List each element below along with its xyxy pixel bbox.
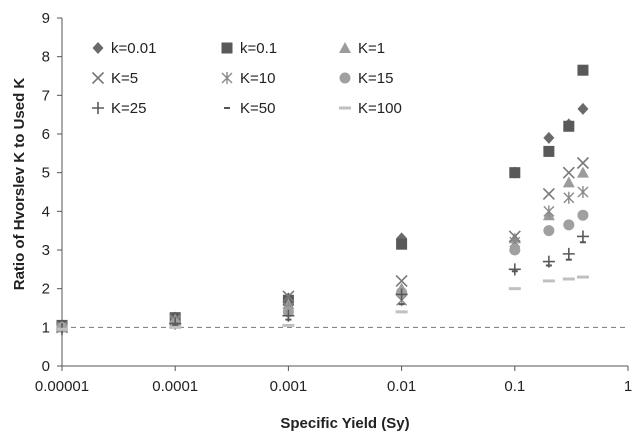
data-point [542,187,555,200]
data-point [562,247,575,260]
legend-item: K=1 [339,40,385,57]
series-k-100 [56,275,589,331]
x-axis-title: Specific Yield (Sy) [280,415,409,432]
y-tick-label: 7 [42,87,50,104]
data-point [509,167,521,179]
data-point [543,225,555,237]
legend-label: k=0.1 [240,40,277,57]
legend-item: K=100 [339,100,402,117]
y-tick-label: 8 [42,49,50,66]
legend-item: k=0.01 [92,40,156,57]
series-k-10 [56,186,589,334]
data-point [563,219,575,231]
y-tick-label: 6 [42,126,50,143]
tick-labels: 0 1 2 3 4 5 6 7 8 9 0.00001 0.0001 0.001 0.01 0.1 1 [35,10,632,395]
y-tick-label: 4 [42,203,50,220]
data-point [395,274,408,287]
data-point [395,288,408,301]
data-point [543,145,555,157]
y-axis-title: Ratio of Hvorslev K to Used K [11,78,28,291]
legend-item: K=25 [92,100,146,117]
data-point [563,120,575,132]
legend-marker [91,71,105,85]
legend-marker [92,102,104,114]
series-k-25 [56,230,589,336]
series-k-1 [56,166,589,333]
legend-label: k=0.01 [111,40,156,57]
x-tick-label: 0.00001 [35,378,89,395]
legend-marker [339,72,351,84]
data-point [282,290,295,303]
data-point [577,186,589,198]
legend-label: K=50 [240,100,275,117]
legend-label: K=15 [358,70,393,87]
y-tick-label: 0 [42,358,50,375]
data-point [577,209,589,221]
data-point [396,238,408,250]
data-point [543,131,555,144]
data-point [543,205,555,218]
data-point [576,166,589,178]
data-point [563,191,575,204]
y-tick-label: 5 [42,165,50,182]
legend-marker [92,42,104,54]
legend-label: K=25 [111,100,146,117]
x-tick-label: 0.001 [270,378,308,395]
data-point [577,64,589,76]
legend-marker [221,42,233,54]
legend-item: K=50 [224,100,275,117]
axes [57,17,629,371]
legend-item: K=5 [91,70,138,87]
legend: k=0.01 k=0.1 K=1 K=5 K=10 K=15 K=25 K=50 K=100 [91,40,402,117]
legend-label: K=10 [240,70,275,87]
data-point [509,244,521,256]
series-k-50 [59,241,586,331]
y-tick-label: 1 [42,319,50,336]
x-tick-label: 0.01 [387,378,416,395]
data-point [577,102,589,115]
data-point [562,166,575,179]
data-point [576,230,589,243]
y-tick-label: 9 [42,10,50,27]
x-tick-label: 1 [624,378,632,395]
data-point [562,176,575,188]
series-k-0-01 [56,102,589,334]
legend-item: K=10 [221,70,275,87]
x-tick-label: 0.1 [504,378,525,395]
data-points [55,64,590,336]
data-point [576,156,590,170]
data-point [508,263,521,276]
legend-item: k=0.1 [221,40,277,57]
legend-item: K=15 [339,70,393,87]
legend-label: K=1 [358,40,385,57]
y-tick-label: 3 [42,242,50,259]
legend-label: K=5 [111,70,138,87]
y-tick-label: 2 [42,281,50,298]
legend-marker [221,72,233,84]
series-k-15 [56,209,589,333]
series-k-5 [55,156,590,334]
legend-label: K=100 [358,100,402,117]
legend-marker [339,42,351,53]
x-tick-label: 0.0001 [152,378,198,395]
